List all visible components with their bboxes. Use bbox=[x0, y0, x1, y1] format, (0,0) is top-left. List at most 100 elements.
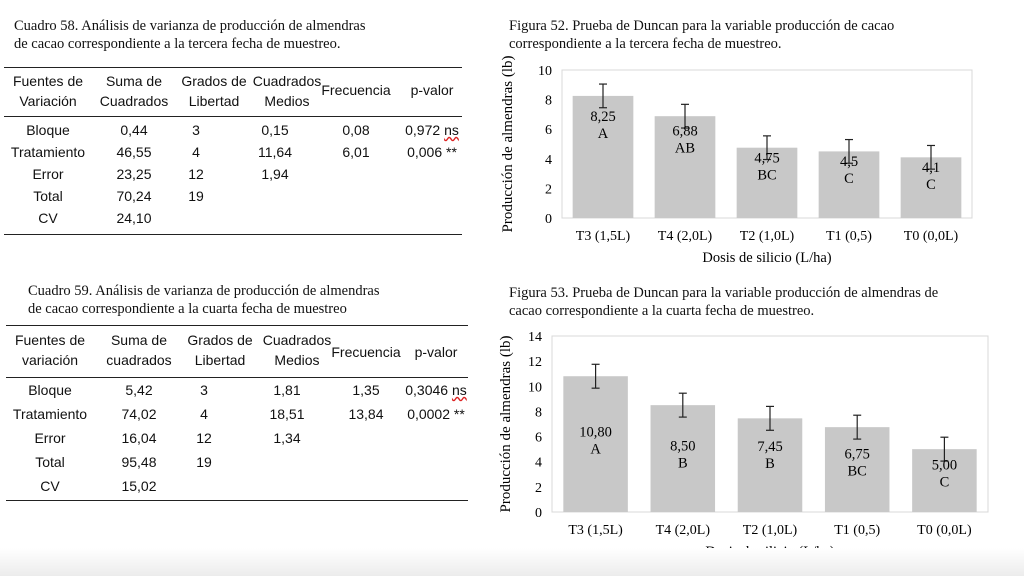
table-cell: 16,04 bbox=[121, 430, 157, 446]
group-label: B bbox=[765, 456, 775, 472]
y-tick-label: 2 bbox=[535, 481, 542, 496]
y-tick-label: 12 bbox=[528, 355, 542, 370]
table-header-cell: Grados de Libertad bbox=[185, 332, 255, 368]
table-header-cell: Fuentes de Variación bbox=[0, 73, 96, 109]
table59-caption: Cuadro 59. Análisis de varianza de produ… bbox=[28, 282, 488, 318]
group-label: C bbox=[926, 177, 936, 193]
bar bbox=[737, 418, 803, 512]
group-label: BC bbox=[848, 464, 867, 480]
table58-caption: Cuadro 58. Análisis de varianza de produ… bbox=[14, 17, 484, 53]
ns-marker: ns bbox=[444, 122, 459, 138]
group-label: B bbox=[678, 455, 688, 471]
header-line1: Suma de bbox=[105, 73, 163, 89]
table-row-label: CV bbox=[38, 210, 58, 226]
table-row-label: Total bbox=[35, 454, 65, 470]
table-row-label: Total bbox=[33, 188, 63, 204]
table-cell: 74,02 bbox=[121, 406, 157, 422]
table-cell: 0,44 bbox=[120, 122, 148, 138]
table-cell: 0,08 bbox=[342, 122, 370, 138]
x-axis-title: Dosis de silicio (L/ha) bbox=[702, 250, 831, 266]
header-line1: Grados de bbox=[181, 73, 247, 89]
table-header-cell: Suma de Cuadrados bbox=[94, 73, 174, 109]
table-cell: 0,3046 ns bbox=[405, 382, 467, 398]
table-cell: 1,94 bbox=[261, 166, 289, 182]
slide-bottom-shadow bbox=[0, 548, 1024, 576]
y-axis-title: Producción de almendras (lb) bbox=[498, 335, 514, 512]
bar bbox=[572, 95, 634, 218]
header-line2: Libertad bbox=[188, 93, 240, 109]
table59-caption-line2: de cacao correspondiente a la cuarta fec… bbox=[28, 301, 347, 317]
table-row-label: Error bbox=[32, 166, 64, 182]
table-header-cell: Suma de cuadrados bbox=[99, 332, 179, 368]
table-cell: 24,10 bbox=[116, 210, 152, 226]
bar bbox=[654, 116, 716, 218]
table-cell: 0,972 ns bbox=[405, 122, 459, 138]
table-cell: 95,48 bbox=[121, 454, 157, 470]
table-cell: 70,24 bbox=[116, 188, 152, 204]
y-tick-label: 6 bbox=[545, 123, 552, 138]
table-cell: 1,81 bbox=[273, 382, 301, 398]
table-row-label: Tratamiento bbox=[12, 406, 88, 422]
table-cell: 19 bbox=[188, 188, 204, 204]
table-header-cell: p-valor bbox=[392, 82, 472, 98]
data-label: 4,5 bbox=[840, 154, 858, 170]
y-tick-label: 6 bbox=[535, 431, 542, 446]
x-tick-label: T0 (0,0L) bbox=[917, 523, 972, 538]
y-tick-label: 0 bbox=[545, 212, 552, 227]
table-row-label: Bloque bbox=[28, 382, 72, 398]
table58-caption-line1: Cuadro 58. Análisis de varianza de produ… bbox=[14, 18, 366, 34]
table-rule bbox=[6, 377, 468, 378]
table-header-cell: Fuentes de variación bbox=[2, 332, 98, 368]
header-line1: Cuadrados bbox=[262, 332, 332, 348]
figure53-caption: Figura 53. Prueba de Duncan para la vari… bbox=[509, 284, 1024, 320]
table-header-cell: Grados de Libertad bbox=[179, 73, 249, 109]
table-rule bbox=[4, 67, 462, 68]
table-row-label: Bloque bbox=[26, 122, 70, 138]
table-row-label: Error bbox=[34, 430, 66, 446]
figure52-caption: Figura 52. Prueba de Duncan para la vari… bbox=[509, 17, 1019, 53]
y-tick-label: 8 bbox=[545, 94, 552, 109]
data-label: 8,25 bbox=[590, 109, 615, 125]
x-tick-label: T2 (1,0L) bbox=[740, 229, 795, 244]
header-line1: Grados de bbox=[187, 332, 253, 348]
header-line1: Fuentes de bbox=[14, 332, 86, 348]
x-tick-label: T4 (2,0L) bbox=[658, 229, 713, 244]
header-line1: Fuentes de bbox=[12, 73, 84, 89]
x-tick-label: T0 (0,0L) bbox=[904, 229, 959, 244]
table-cell: 6,01 bbox=[342, 144, 370, 160]
data-label: 6,88 bbox=[672, 123, 697, 139]
header-line2: Variación bbox=[19, 93, 77, 109]
header-line2: Libertad bbox=[194, 352, 246, 368]
header-line1: Cuadrados bbox=[252, 73, 322, 89]
bar bbox=[563, 376, 628, 512]
figure53-caption-line1: Figura 53. Prueba de Duncan para la vari… bbox=[509, 285, 939, 301]
header-line2: variación bbox=[21, 352, 79, 368]
bar bbox=[650, 405, 716, 512]
table-cell: 19 bbox=[196, 454, 212, 470]
y-tick-label: 14 bbox=[528, 330, 542, 345]
y-tick-label: 10 bbox=[528, 380, 542, 395]
x-tick-label: T3 (1,5L) bbox=[568, 523, 623, 538]
y-tick-label: 0 bbox=[535, 506, 542, 521]
table-rule bbox=[4, 234, 462, 235]
table59: Fuentes de variación Suma de cuadrados Grado… bbox=[6, 324, 468, 501]
table-cell: 1,34 bbox=[273, 430, 301, 446]
group-label: BC bbox=[757, 168, 776, 184]
header-line2: Medios bbox=[264, 93, 310, 109]
group-label: A bbox=[598, 126, 609, 142]
table-cell: 11,64 bbox=[258, 144, 292, 160]
x-tick-label: T4 (2,0L) bbox=[656, 523, 711, 538]
x-tick-label: T2 (1,0L) bbox=[743, 523, 798, 538]
header-line2: Cuadrados bbox=[99, 93, 169, 109]
y-tick-label: 10 bbox=[538, 64, 552, 79]
table-cell: 5,42 bbox=[125, 382, 153, 398]
header-line1: Suma de bbox=[110, 332, 168, 348]
bar bbox=[824, 427, 890, 512]
y-tick-label: 2 bbox=[545, 182, 552, 197]
table58-caption-line2: de cacao correspondiente a la tercera fe… bbox=[14, 36, 341, 52]
figure52-caption-line2: correspondiente a la tercera fecha de mu… bbox=[509, 36, 782, 52]
data-label: 6,75 bbox=[845, 447, 870, 463]
table-cell: 0,0002 ** bbox=[407, 406, 465, 422]
